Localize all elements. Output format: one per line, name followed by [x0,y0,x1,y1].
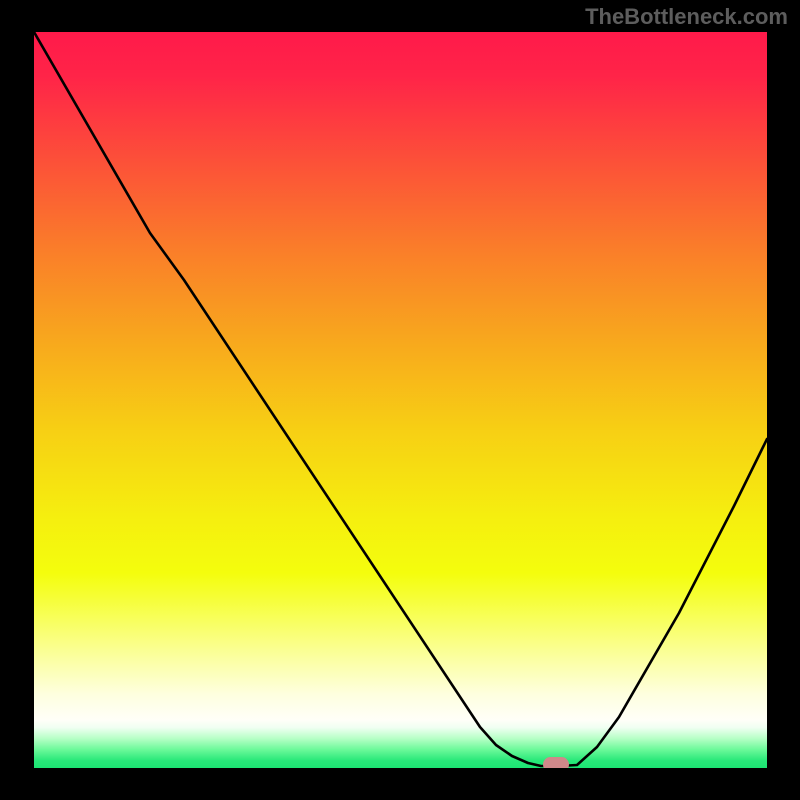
highlight-marker [543,757,569,768]
curve-polyline [34,32,767,766]
plot-area [34,32,767,768]
watermark-text: TheBottleneck.com [585,4,788,30]
performance-curve [34,32,767,768]
